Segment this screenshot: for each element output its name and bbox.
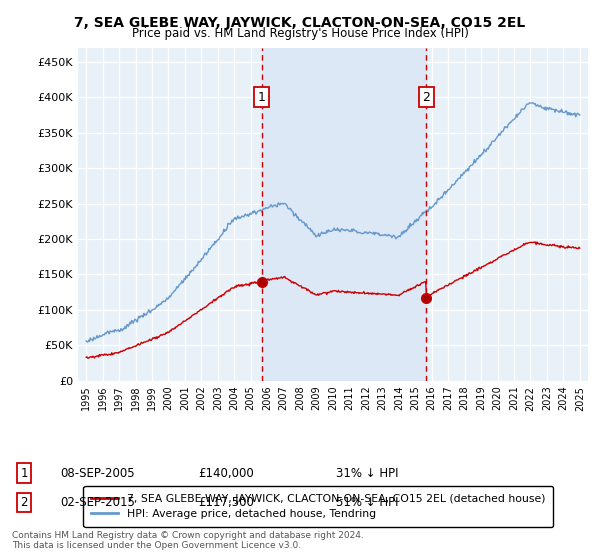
Text: Contains HM Land Registry data © Crown copyright and database right 2024.
This d: Contains HM Land Registry data © Crown c… <box>12 530 364 550</box>
Text: 51% ↓ HPI: 51% ↓ HPI <box>336 496 398 509</box>
Text: 1: 1 <box>258 91 266 104</box>
Legend: 7, SEA GLEBE WAY, JAYWICK, CLACTON-ON-SEA, CO15 2EL (detached house), HPI: Avera: 7, SEA GLEBE WAY, JAYWICK, CLACTON-ON-SE… <box>83 486 553 527</box>
Text: 31% ↓ HPI: 31% ↓ HPI <box>336 466 398 480</box>
Text: 1: 1 <box>20 466 28 480</box>
Text: 7, SEA GLEBE WAY, JAYWICK, CLACTON-ON-SEA, CO15 2EL: 7, SEA GLEBE WAY, JAYWICK, CLACTON-ON-SE… <box>74 16 526 30</box>
Text: 02-SEP-2015: 02-SEP-2015 <box>60 496 135 509</box>
Text: £117,500: £117,500 <box>198 496 254 509</box>
Text: Price paid vs. HM Land Registry's House Price Index (HPI): Price paid vs. HM Land Registry's House … <box>131 27 469 40</box>
Text: 2: 2 <box>422 91 430 104</box>
Text: 08-SEP-2005: 08-SEP-2005 <box>60 466 134 480</box>
Bar <box>262 48 426 381</box>
Text: 2: 2 <box>20 496 28 509</box>
Text: £140,000: £140,000 <box>198 466 254 480</box>
